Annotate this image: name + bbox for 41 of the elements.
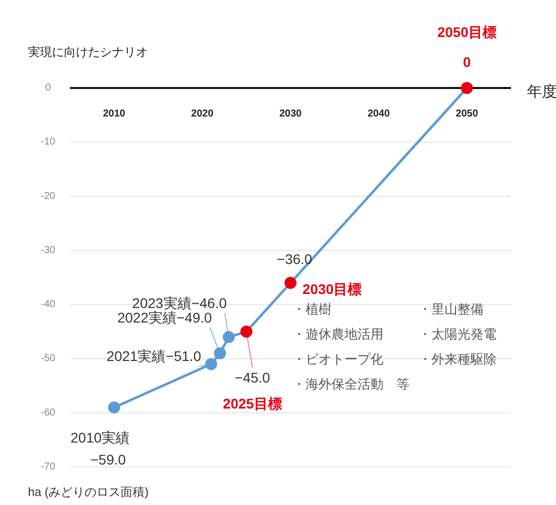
- x-tick-label: 2010: [102, 108, 126, 120]
- annotation: 2030目標: [302, 280, 362, 297]
- annotation: ・植樹: [292, 301, 332, 316]
- annotation: ・里山整備: [418, 301, 484, 316]
- annotation: ・海外保全活動 等: [292, 376, 410, 392]
- point: [222, 331, 235, 344]
- point: [214, 347, 226, 360]
- annotation: ・ビオトープ化: [292, 351, 384, 366]
- y-tick-label: -30: [40, 244, 56, 256]
- text: 2050目標: [437, 24, 496, 40]
- x-tick-label: 2020: [191, 108, 214, 120]
- annotation: 2023実績−46.0: [132, 295, 227, 312]
- point: [284, 276, 296, 289]
- y-tick-label: -70: [40, 462, 56, 472]
- annotation: 0: [463, 54, 471, 70]
- point: [460, 82, 473, 94]
- annotation: −45.0: [234, 370, 270, 386]
- y-tick-label: -20: [40, 190, 56, 202]
- annotation: ・遊休農地活用: [292, 326, 384, 342]
- annotation: 2010実績: [70, 429, 130, 446]
- y-tick-label: 0: [45, 82, 52, 94]
- point: [205, 358, 218, 370]
- point: [240, 326, 252, 338]
- x-tick-label: 2040: [368, 108, 390, 120]
- annotation: 2025目標: [222, 396, 282, 412]
- x-tick-label: 2050: [456, 108, 478, 120]
- annotation: −59.0: [90, 451, 126, 468]
- annotation: 2022実績−49.0: [117, 309, 212, 326]
- x-tick-label: 2030: [279, 108, 302, 120]
- y-tick-label: -10: [40, 136, 56, 148]
- y-tick-label: -40: [40, 299, 56, 310]
- y-tick-label: -50: [40, 353, 56, 364]
- annotation: ・太陽光発電: [418, 326, 496, 342]
- y-tick-label: -60: [40, 407, 56, 418]
- annotation: −36.0: [276, 250, 312, 267]
- point: [108, 401, 120, 414]
- annotation: 2021実績−51.0: [106, 348, 202, 364]
- x-axis-title: 年度: [527, 84, 556, 100]
- y-axis-title: ha (みどりのロス面積): [28, 485, 149, 499]
- annotation: ・外来種駆除: [418, 351, 496, 366]
- chart-title: 実現に向けたシナリオ: [28, 45, 148, 59]
